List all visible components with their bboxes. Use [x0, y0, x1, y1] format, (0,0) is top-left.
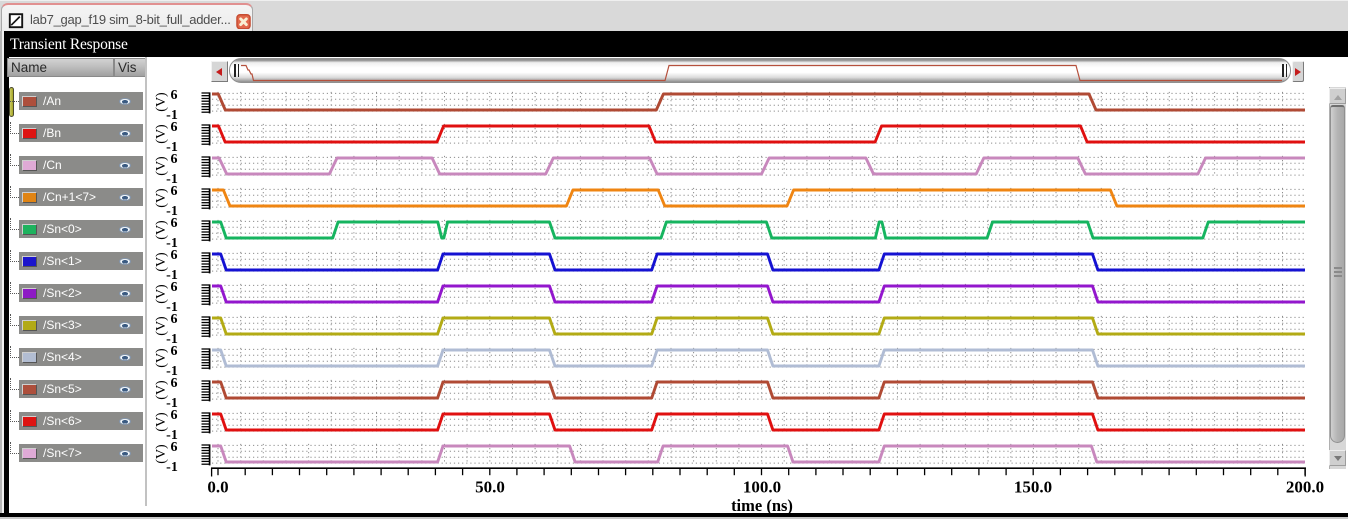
- svg-text:(V): (V): [154, 156, 169, 176]
- svg-text:(V): (V): [154, 124, 169, 144]
- svg-text:6: 6: [171, 312, 178, 327]
- svg-text:200.0: 200.0: [1286, 478, 1324, 497]
- svg-text:150.0: 150.0: [1014, 478, 1052, 497]
- svg-text:6: 6: [171, 152, 178, 167]
- svg-text:6: 6: [171, 120, 178, 135]
- svg-text:-1: -1: [166, 172, 178, 187]
- svg-text:-1: -1: [166, 396, 178, 411]
- svg-text:6: 6: [171, 88, 178, 103]
- svg-text:6: 6: [171, 344, 178, 359]
- svg-text:50.0: 50.0: [475, 478, 505, 497]
- svg-text:6: 6: [171, 216, 178, 231]
- svg-text:6: 6: [171, 440, 178, 455]
- svg-text:-1: -1: [166, 268, 178, 283]
- svg-text:-1: -1: [166, 140, 178, 155]
- svg-text:(V): (V): [154, 316, 169, 336]
- svg-text:time (ns): time (ns): [731, 496, 793, 515]
- svg-text:6: 6: [171, 248, 178, 263]
- svg-text:-1: -1: [166, 460, 178, 475]
- svg-text:(V): (V): [154, 92, 169, 112]
- svg-text:-1: -1: [166, 108, 178, 123]
- svg-text:(V): (V): [154, 444, 169, 464]
- svg-text:(V): (V): [154, 188, 169, 208]
- svg-text:-1: -1: [166, 428, 178, 443]
- svg-text:(V): (V): [154, 252, 169, 272]
- svg-text:-1: -1: [166, 300, 178, 315]
- svg-text:-1: -1: [166, 236, 178, 251]
- svg-text:6: 6: [171, 280, 178, 295]
- svg-text:6: 6: [171, 408, 178, 423]
- svg-text:(V): (V): [154, 220, 169, 240]
- svg-text:-1: -1: [166, 204, 178, 219]
- svg-text:(V): (V): [154, 380, 169, 400]
- svg-text:100.0: 100.0: [743, 478, 781, 497]
- svg-text:6: 6: [171, 376, 178, 391]
- svg-text:6: 6: [171, 184, 178, 199]
- svg-text:-1: -1: [166, 332, 178, 347]
- svg-text:(V): (V): [154, 348, 169, 368]
- svg-text:0.0: 0.0: [207, 478, 228, 497]
- svg-text:-1: -1: [166, 364, 178, 379]
- svg-text:(V): (V): [154, 284, 169, 304]
- svg-text:(V): (V): [154, 412, 169, 432]
